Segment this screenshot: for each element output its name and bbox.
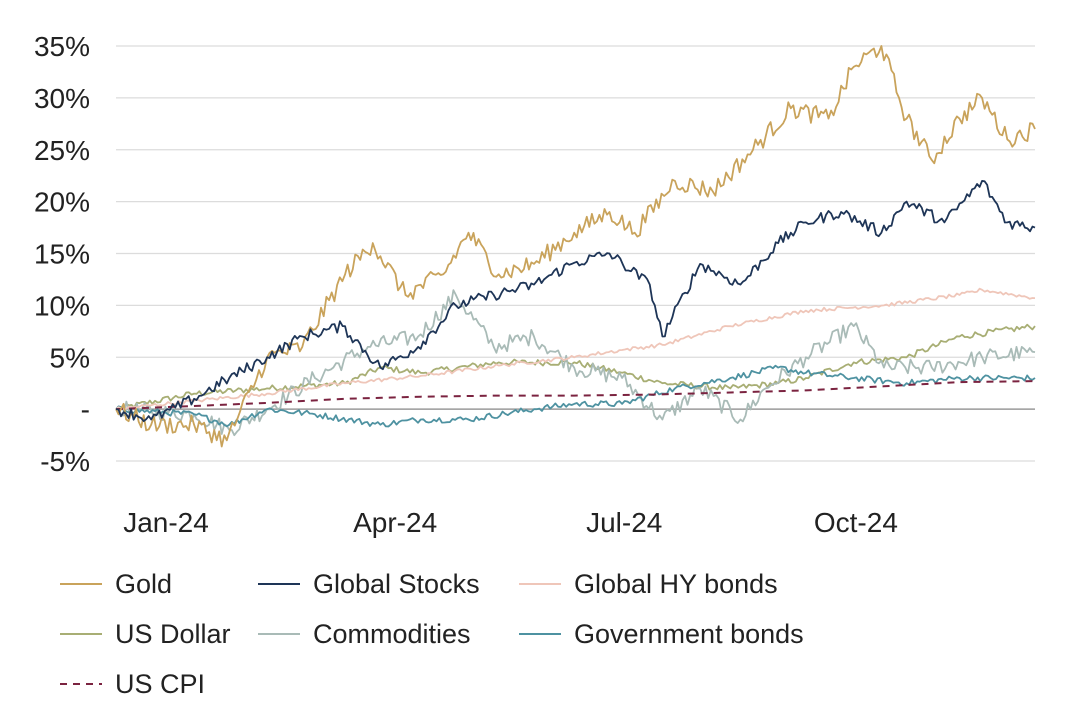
x-tick-label: Jul-24 — [586, 507, 662, 538]
legend-label: Global Stocks — [313, 569, 480, 599]
y-tick-label: 20% — [34, 187, 90, 218]
y-tick-label: 10% — [34, 290, 90, 321]
legend-item-global-stocks: Global Stocks — [258, 569, 480, 599]
series-line-global-hy-bonds — [115, 287, 1036, 411]
legend-item-global-hy-bonds: Global HY bonds — [519, 569, 778, 599]
y-tick-label: 5% — [50, 342, 90, 373]
legend-label: Commodities — [313, 619, 471, 649]
legend-item-government-bonds: Government bonds — [519, 619, 804, 649]
series-line-government-bonds — [115, 364, 1036, 428]
grid-lines — [116, 45, 1035, 462]
legend-item-commodities: Commodities — [258, 619, 471, 649]
x-tick-label: Oct-24 — [814, 507, 898, 538]
y-tick-label: 30% — [34, 83, 90, 114]
x-tick-label: Jan-24 — [123, 507, 209, 538]
y-tick-label: 25% — [34, 135, 90, 166]
legend-label: US CPI — [115, 669, 205, 699]
series-line-global-stocks — [115, 180, 1036, 423]
x-axis-tick-labels: Jan-24 Apr-24 Jul-24 Oct-24 — [123, 507, 898, 538]
y-tick-label: 15% — [34, 239, 90, 270]
legend-item-us-dollar: US Dollar — [60, 619, 231, 649]
series-line-commodities — [115, 289, 1036, 437]
legend-item-us-cpi: US CPI — [60, 669, 205, 699]
legend-item-gold: Gold — [60, 569, 172, 599]
legend-label: Gold — [115, 569, 172, 599]
legend: Gold Global Stocks Global HY bonds US Dolla… — [60, 569, 804, 699]
y-axis-tick-labels: 35% 30% 25% 20% 15% 10% 5% - -5% — [34, 31, 90, 477]
legend-label: Global HY bonds — [574, 569, 778, 599]
x-tick-label: Apr-24 — [353, 507, 437, 538]
legend-label: Government bonds — [574, 619, 804, 649]
y-tick-label: 35% — [34, 31, 90, 62]
y-tick-label: - — [81, 394, 90, 425]
series-lines — [115, 45, 1036, 448]
legend-label: US Dollar — [115, 619, 231, 649]
y-tick-label: -5% — [40, 446, 90, 477]
series-line-us-cpi — [115, 380, 1036, 411]
